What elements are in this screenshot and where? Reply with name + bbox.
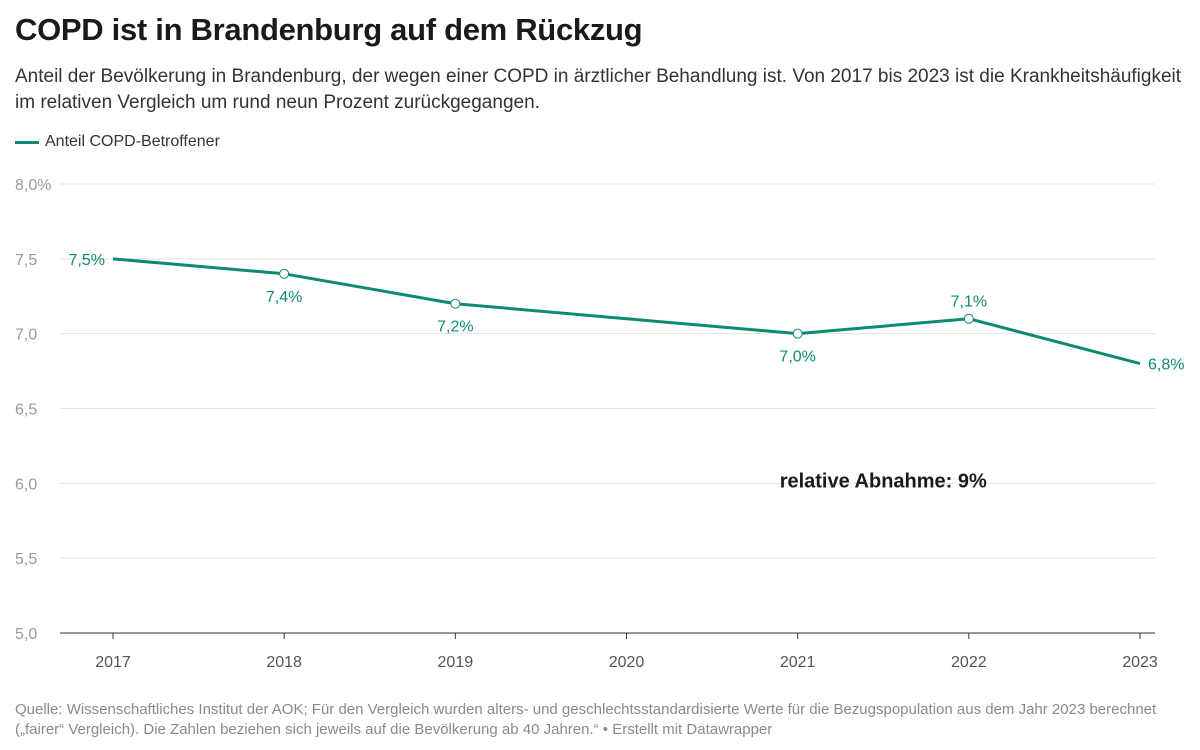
- y-tick-label: 6,5: [15, 402, 37, 419]
- data-point-marker: [792, 328, 803, 339]
- data-label: 7,2%: [437, 319, 473, 336]
- chart-subtitle: Anteil der Bevölkerung in Brandenburg, d…: [15, 66, 1182, 113]
- x-tick-label: 2023: [1122, 654, 1158, 671]
- y-tick-label: 6,0: [15, 476, 37, 493]
- chart-title: COPD ist in Brandenburg auf dem Rückzug: [15, 12, 643, 47]
- x-tick-label: 2021: [780, 654, 816, 671]
- data-point-marker: [279, 268, 290, 279]
- x-tick-label: 2018: [266, 654, 302, 671]
- series-line: [112, 257, 1141, 366]
- data-point-marker: [450, 298, 461, 309]
- y-tick-label: 8,0%: [15, 177, 51, 194]
- data-label: 7,1%: [951, 294, 987, 311]
- x-tick-label: 2020: [609, 654, 645, 671]
- data-point-marker: [963, 313, 974, 324]
- y-tick-label: 7,0: [15, 327, 37, 344]
- source-note: Quelle: Wissenschaftliches Institut der …: [15, 701, 1157, 738]
- data-label: 7,5%: [69, 252, 105, 269]
- annotation-text: relative Abnahme: 9%: [780, 470, 987, 492]
- legend-label: Anteil COPD-Betroffener: [45, 133, 220, 150]
- x-tick-label: 2019: [438, 654, 474, 671]
- y-tick-label: 5,5: [15, 551, 37, 568]
- legend-swatch: [15, 140, 39, 144]
- data-label: 7,0%: [779, 349, 815, 366]
- line-chart: 5,0 5,5 6,0 6,5 7,0 7,5 8,0% 2017 2018 2019 2020 20…: [15, 177, 1184, 671]
- x-tick-label: 2017: [95, 654, 131, 671]
- legend: Anteil COPD-Betroffener: [15, 133, 220, 151]
- data-label: 7,4%: [266, 289, 302, 306]
- x-tick-label: 2022: [951, 654, 987, 671]
- y-tick-label: 5,0: [15, 626, 37, 643]
- y-tick-label: 7,5: [15, 252, 37, 269]
- data-label: 6,8%: [1148, 357, 1184, 374]
